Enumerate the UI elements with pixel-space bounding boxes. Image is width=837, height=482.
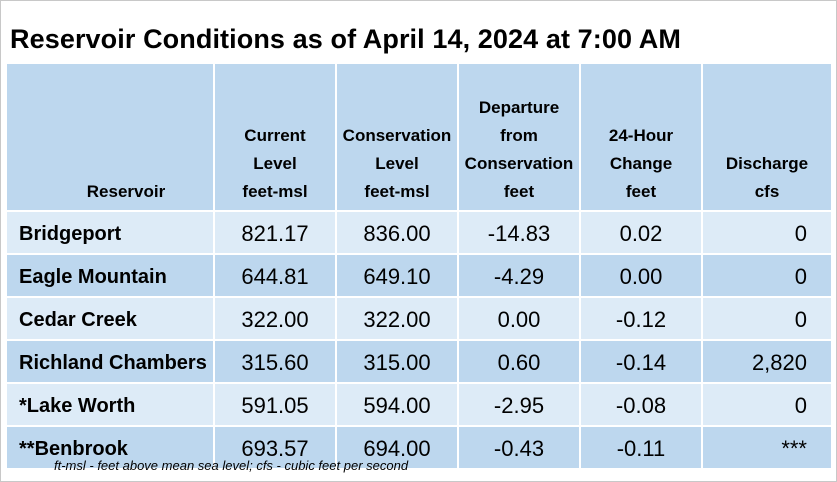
cell-conservation-level: 594.00 [336, 382, 459, 426]
cell-discharge: *** [702, 425, 831, 468]
cell-departure: -14.83 [458, 210, 581, 254]
cell-current-level: 693.57 [214, 425, 337, 468]
table-row: Richland Chambers 315.60 315.00 0.60 -0.… [7, 339, 831, 383]
cell-current-level: 821.17 [214, 210, 337, 254]
col-header-line: Reservoir [86, 182, 166, 201]
page-title: Reservoir Conditions as of April 14, 202… [10, 24, 681, 54]
cell-current-level: 315.60 [214, 339, 337, 383]
cell-discharge: 0 [702, 253, 831, 297]
cell-current-level: 322.00 [214, 296, 337, 340]
cell-24-hour-change: -0.11 [580, 425, 703, 468]
table-row: Cedar Creek 322.00 322.00 0.00 -0.12 0 [7, 296, 831, 340]
cell-24-hour-change: 0.00 [580, 253, 703, 297]
col-header-line: feet-msl [364, 182, 430, 201]
table-row: Bridgeport 821.17 836.00 -14.83 0.02 0 [7, 210, 831, 254]
cell-discharge: 0 [702, 210, 831, 254]
col-header-conservation-level: Conservation Level feet-msl [336, 64, 459, 211]
cell-24-hour-change: -0.12 [580, 296, 703, 340]
col-header-line: Level [253, 154, 297, 173]
col-header-reservoir: Reservoir [7, 64, 215, 211]
cell-current-level: 591.05 [214, 382, 337, 426]
col-header-line: Conservation [464, 154, 574, 173]
cell-departure: -4.29 [458, 253, 581, 297]
header-row: Reservoir Current Level feet-msl Conserv… [7, 64, 831, 211]
col-header-current-level: Current Level feet-msl [214, 64, 337, 211]
col-header-line: feet [625, 182, 657, 201]
cell-current-level: 644.81 [214, 253, 337, 297]
cell-reservoir-name: Eagle Mountain [7, 253, 215, 297]
cell-conservation-level: 836.00 [336, 210, 459, 254]
cell-departure: -2.95 [458, 382, 581, 426]
col-header-line: Conservation [342, 126, 452, 145]
col-header-line: Departure [478, 98, 560, 117]
col-header-discharge: Discharge cfs [702, 64, 831, 211]
col-header-line: Level [375, 154, 419, 173]
table-row: **Benbrook 693.57 694.00 -0.43 -0.11 *** [7, 425, 831, 468]
col-header-line: cfs [754, 182, 780, 201]
cell-departure: -0.43 [458, 425, 581, 468]
col-header-line: Current [244, 126, 306, 145]
col-header-line: from [500, 126, 538, 145]
table-row: *Lake Worth 591.05 594.00 -2.95 -0.08 0 [7, 382, 831, 426]
col-header-line: feet-msl [242, 182, 308, 201]
cell-conservation-level: 315.00 [336, 339, 459, 383]
cell-reservoir-name: Cedar Creek [7, 296, 215, 340]
cell-conservation-level: 649.10 [336, 253, 459, 297]
cell-reservoir-name: *Lake Worth [7, 382, 215, 426]
cell-24-hour-change: -0.08 [580, 382, 703, 426]
cell-reservoir-name: Richland Chambers [7, 339, 215, 383]
cell-departure: 0.00 [458, 296, 581, 340]
cell-reservoir-name: Bridgeport [7, 210, 215, 254]
col-header-24-hour-change: 24-Hour Change feet [580, 64, 703, 211]
cell-discharge: 0 [702, 296, 831, 340]
cell-departure: 0.60 [458, 339, 581, 383]
cell-24-hour-change: 0.02 [580, 210, 703, 254]
col-header-line: Discharge [725, 154, 809, 173]
col-header-line: Change [609, 154, 673, 173]
cell-24-hour-change: -0.14 [580, 339, 703, 383]
table-row: Eagle Mountain 644.81 649.10 -4.29 0.00 … [7, 253, 831, 297]
col-header-line: feet [503, 182, 535, 201]
reservoir-table: Reservoir Current Level feet-msl Conserv… [7, 64, 831, 468]
col-header-departure: Departure from Conservation feet [458, 64, 581, 211]
col-header-line: 24-Hour [608, 126, 674, 145]
cell-conservation-level: 322.00 [336, 296, 459, 340]
cell-reservoir-name: **Benbrook [7, 425, 215, 468]
cell-conservation-level: 694.00 [336, 425, 459, 468]
footnote: ft-msl - feet above mean sea level; cfs … [54, 458, 409, 473]
cell-discharge: 0 [702, 382, 831, 426]
cell-discharge: 2,820 [702, 339, 831, 383]
